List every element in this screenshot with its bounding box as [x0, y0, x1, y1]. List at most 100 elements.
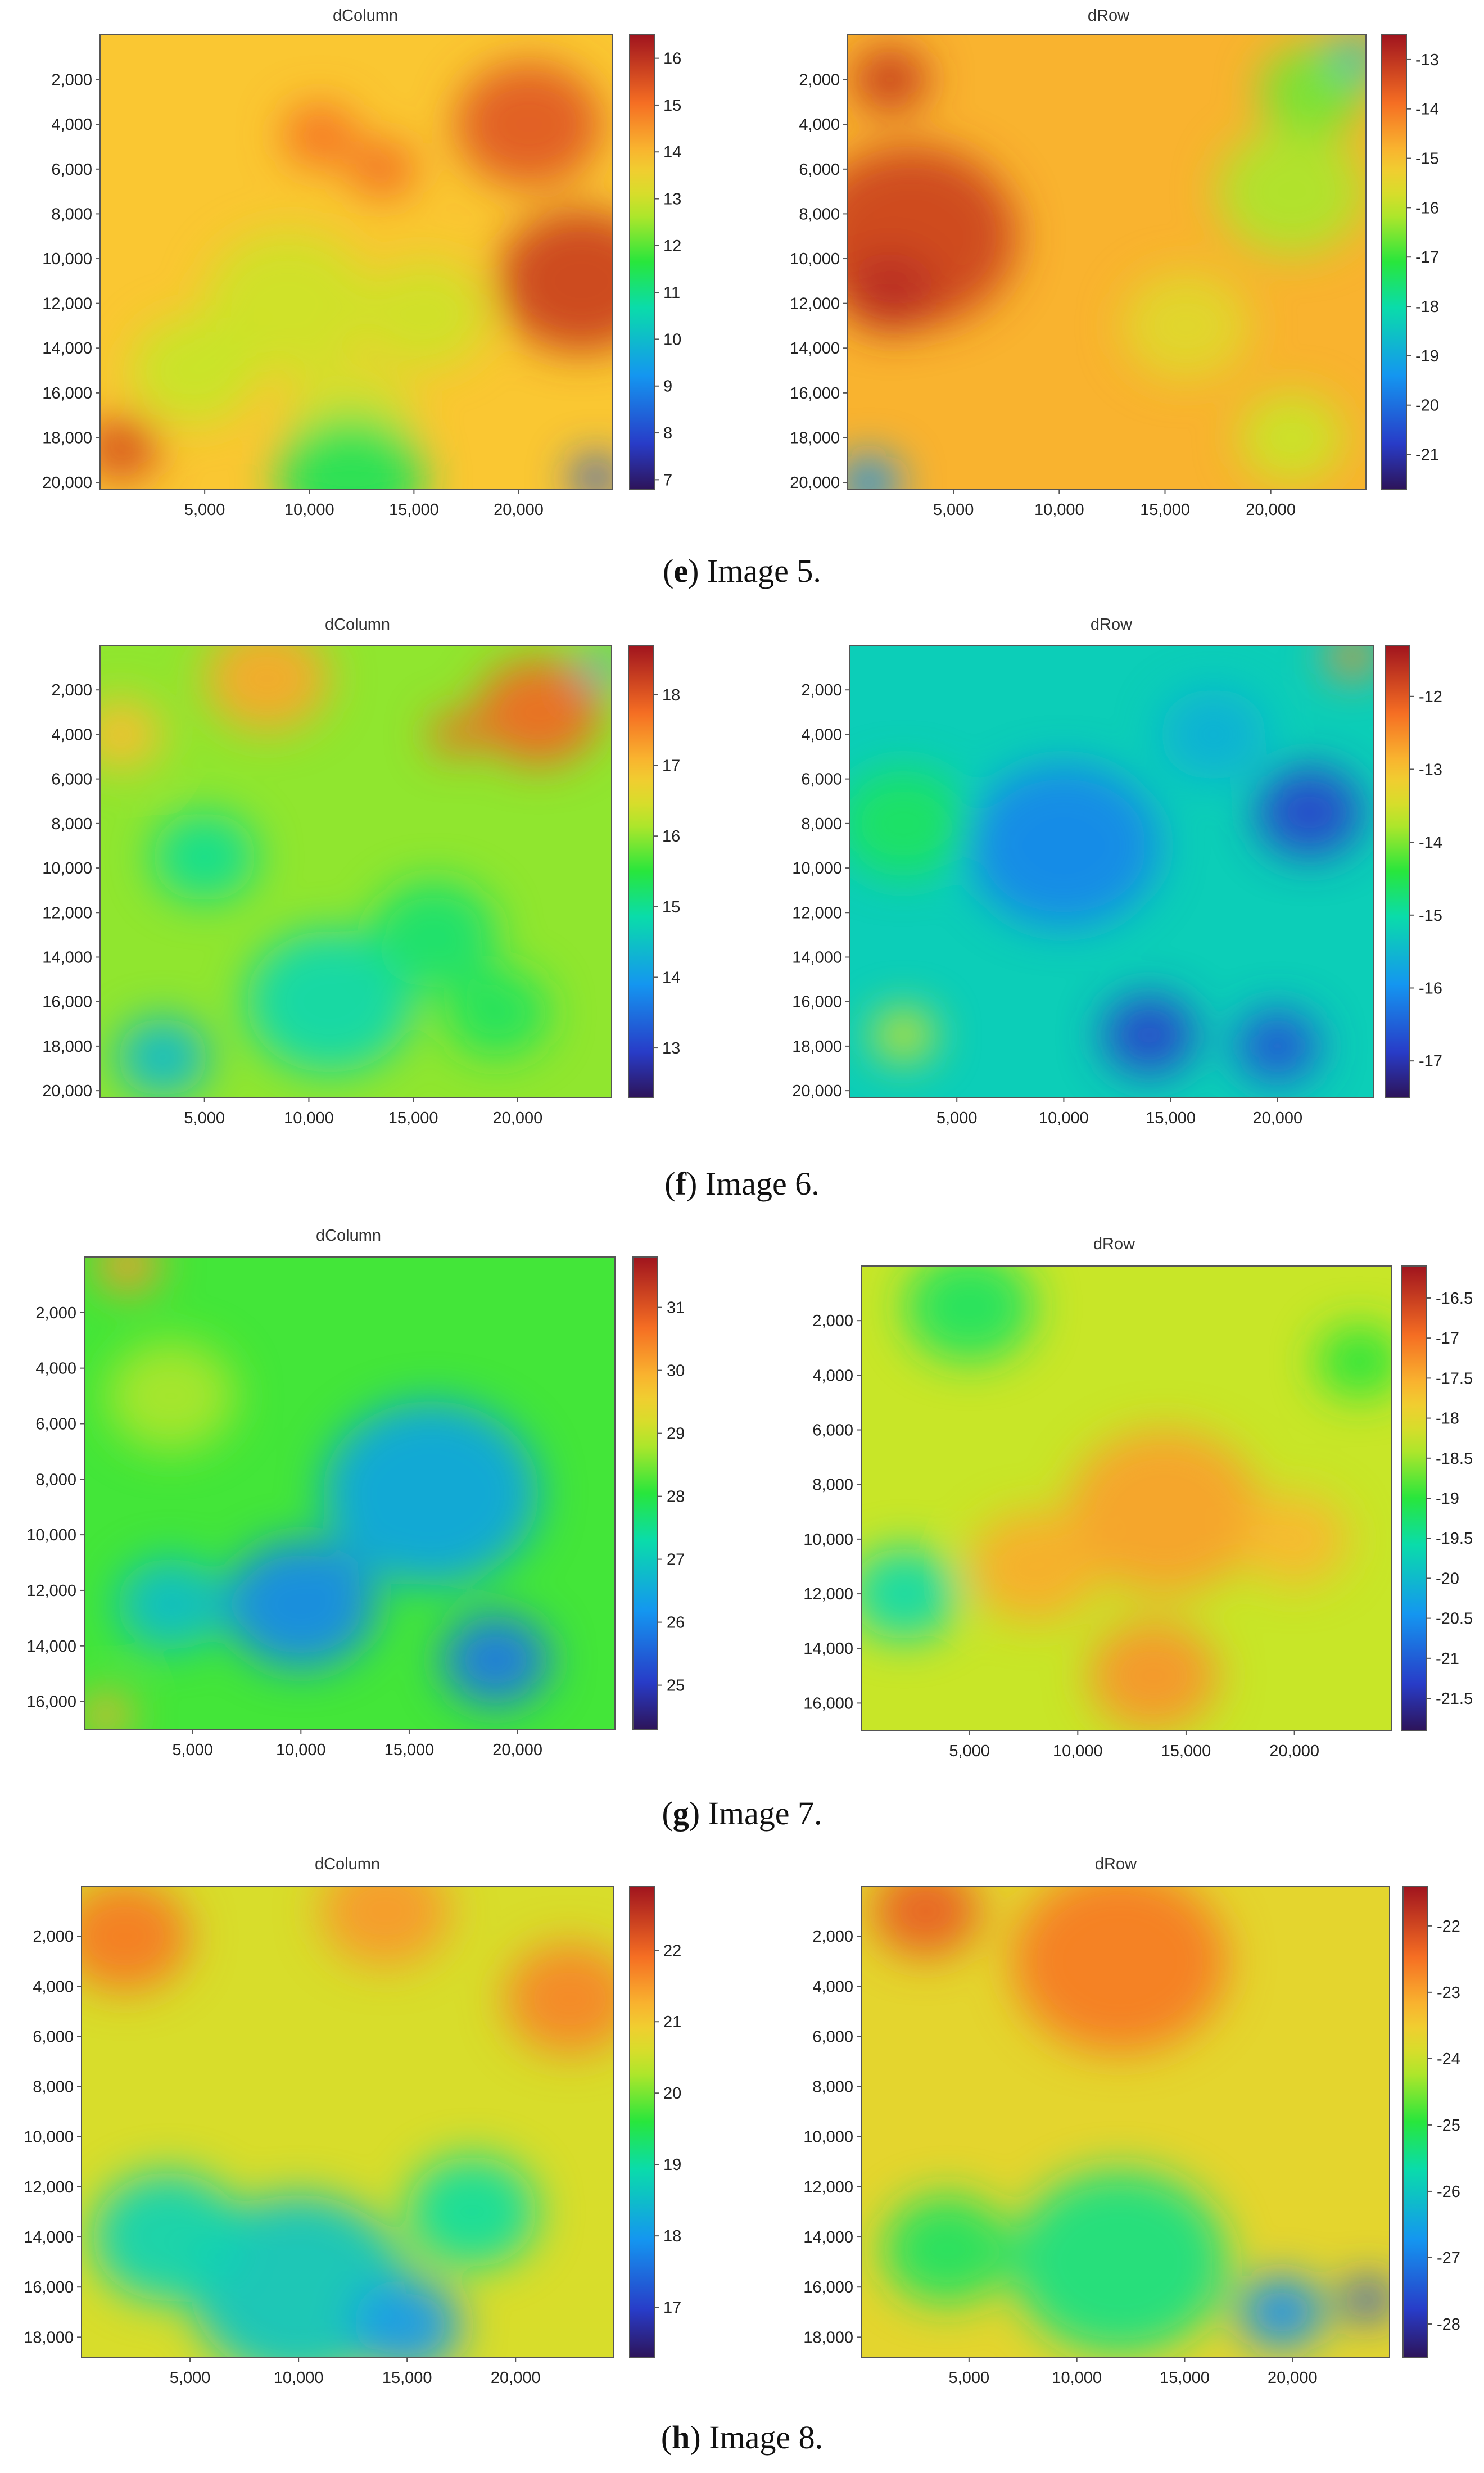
panel-title: dColumn	[325, 616, 390, 634]
caption-letter: f	[675, 1165, 686, 1202]
y-tick-label: 10,000	[42, 860, 92, 878]
colorbar-tick-label: 17	[662, 757, 680, 775]
heatmap-blob	[848, 455, 901, 489]
y-tick-label: 16,000	[803, 1694, 853, 1712]
y-tick-label: 16,000	[792, 993, 842, 1011]
colorbar-tick-label: -19	[1415, 347, 1439, 365]
y-tick-label: 6,000	[51, 161, 92, 179]
x-tick-label: 10,000	[1034, 501, 1084, 519]
caption-text: Image 7.	[708, 1795, 822, 1832]
colorbar-tick-label: -16	[1419, 979, 1442, 997]
plot-frame	[99, 645, 612, 1098]
heatmap-blob	[1160, 689, 1267, 780]
x-tick-label: 20,000	[492, 1741, 542, 1759]
x-tick-label: 20,000	[1246, 501, 1296, 519]
y-tick-label: 16,000	[790, 385, 840, 403]
colorbar	[628, 645, 654, 1098]
y-tick-label: 8,000	[799, 205, 840, 223]
y-tick-label: 4,000	[799, 116, 840, 134]
heatmap-blob	[1327, 645, 1374, 679]
colorbar-tick-label: 14	[663, 143, 681, 161]
panel-h-drow: dRow 2,000 4,000 6,000 8,000 10,000 12,000 14,0…	[803, 1855, 1460, 2387]
colorbar-tick-label: -14	[1415, 101, 1439, 119]
colorbar-tick-label: 19	[663, 2156, 681, 2174]
heatmap-blob	[1012, 1886, 1228, 2053]
colorbar-tick-label: -16	[1415, 199, 1439, 217]
heatmap-blob	[322, 1401, 540, 1585]
panel-g-drow: dRow 2,000 4,000 6,000 8,000 10,000 12,000 14,0…	[803, 1235, 1473, 1760]
colorbar-tick-label: 15	[662, 898, 680, 916]
colorbar-tick-label: -20	[1436, 1570, 1459, 1588]
y-tick-label: 18,000	[42, 429, 92, 447]
y-tick-label: 10,000	[790, 250, 840, 268]
x-tick-label: 20,000	[1268, 2369, 1318, 2387]
colorbar-tick-label: 7	[663, 471, 672, 489]
y-tick-label: 14,000	[42, 340, 92, 358]
y-tick-label: 8,000	[812, 2078, 853, 2096]
y-tick-label: 16,000	[42, 993, 92, 1011]
y-tick-label: 12,000	[792, 904, 842, 922]
heatmap-blob	[225, 1540, 377, 1669]
colorbar-tick-label: -18.5	[1436, 1450, 1473, 1468]
heatmap-surface	[848, 35, 1366, 489]
plot-frame	[847, 34, 1367, 490]
y-tick-label: 18,000	[24, 2329, 74, 2347]
colorbar-tick-label: 28	[667, 1488, 685, 1506]
panel-title: dRow	[1093, 1235, 1135, 1253]
x-tick-label: 5,000	[184, 1109, 225, 1127]
heatmap-blob	[444, 968, 549, 1057]
heatmap-blob	[497, 210, 613, 352]
colorbar-tick-label: -17.5	[1436, 1369, 1473, 1387]
y-tick-label: 6,000	[35, 1415, 76, 1433]
y-tick-label: 4,000	[35, 1360, 76, 1378]
heatmap-blob	[82, 1886, 191, 1992]
panel-title: dRow	[1095, 1855, 1137, 1873]
x-tick-label: 15,000	[1161, 1742, 1211, 1760]
heatmap-blob	[152, 812, 257, 902]
colorbar-tick-label: -18	[1415, 298, 1439, 316]
colorbar	[1402, 1886, 1428, 2358]
y-tick-label: 20,000	[42, 474, 92, 492]
colorbar	[629, 1886, 655, 2358]
colorbar-tick-label: -27	[1437, 2249, 1460, 2267]
colorbar-tick-label: -24	[1437, 2050, 1460, 2068]
colorbar-tick-label: -15	[1415, 150, 1439, 168]
panel-h-dcolumn: dColumn 2,000 4,000 6,000 8,000 10,000 12,000 1…	[24, 1855, 681, 2387]
heatmap-blob	[100, 417, 159, 481]
colorbar-tick-label: -28	[1437, 2316, 1460, 2334]
y-tick-label: 2,000	[51, 71, 92, 89]
y-tick-label: 16,000	[26, 1693, 76, 1711]
colorbar-tick-label: 9	[663, 378, 672, 396]
y-tick-label: 4,000	[51, 726, 92, 744]
heatmap-blob	[848, 252, 937, 332]
y-tick-label: 10,000	[24, 2128, 74, 2146]
colorbar-tick-label: 11	[663, 284, 680, 302]
x-tick-label: 5,000	[949, 2369, 990, 2387]
panel-title: dRow	[1091, 616, 1133, 634]
y-tick-label: 4,000	[801, 726, 842, 744]
colorbar-tick-label: -19.5	[1436, 1530, 1473, 1548]
heatmap-surface	[82, 1886, 613, 2357]
y-tick-label: 6,000	[812, 2028, 853, 2046]
y-tick-label: 12,000	[24, 2178, 74, 2196]
colorbar-tick-label: -21.5	[1436, 1690, 1473, 1708]
heatmap-blob	[455, 62, 603, 187]
heatmap-blob	[852, 47, 929, 112]
heatmap-blob	[116, 1558, 225, 1651]
colorbar-tick-label: 29	[667, 1425, 685, 1443]
y-tick-label: 10,000	[26, 1526, 76, 1544]
y-tick-label: 6,000	[812, 1422, 853, 1440]
y-tick-label: 10,000	[792, 860, 842, 878]
heatmap-blob	[95, 1257, 160, 1293]
heatmap-blob	[476, 659, 601, 766]
x-tick-label: 10,000	[1052, 2369, 1102, 2387]
y-tick-label: 18,000	[803, 2329, 853, 2347]
x-tick-label: 15,000	[389, 501, 439, 519]
panel-e-dcolumn: dColumn 2,000 4,000 6,000 8,000 10,000 12,000 1…	[42, 7, 681, 519]
heatmap-blob	[904, 1266, 1035, 1363]
y-tick-label: 4,000	[812, 1367, 853, 1385]
colorbar-tick-label: -25	[1437, 2117, 1460, 2135]
panel-f-drow: dRow 2,000 4,000 6,000 8,000 10,000 12,000 14,0…	[792, 616, 1442, 1127]
heatmap-blob	[429, 713, 481, 756]
y-tick-label: 12,000	[42, 295, 92, 313]
